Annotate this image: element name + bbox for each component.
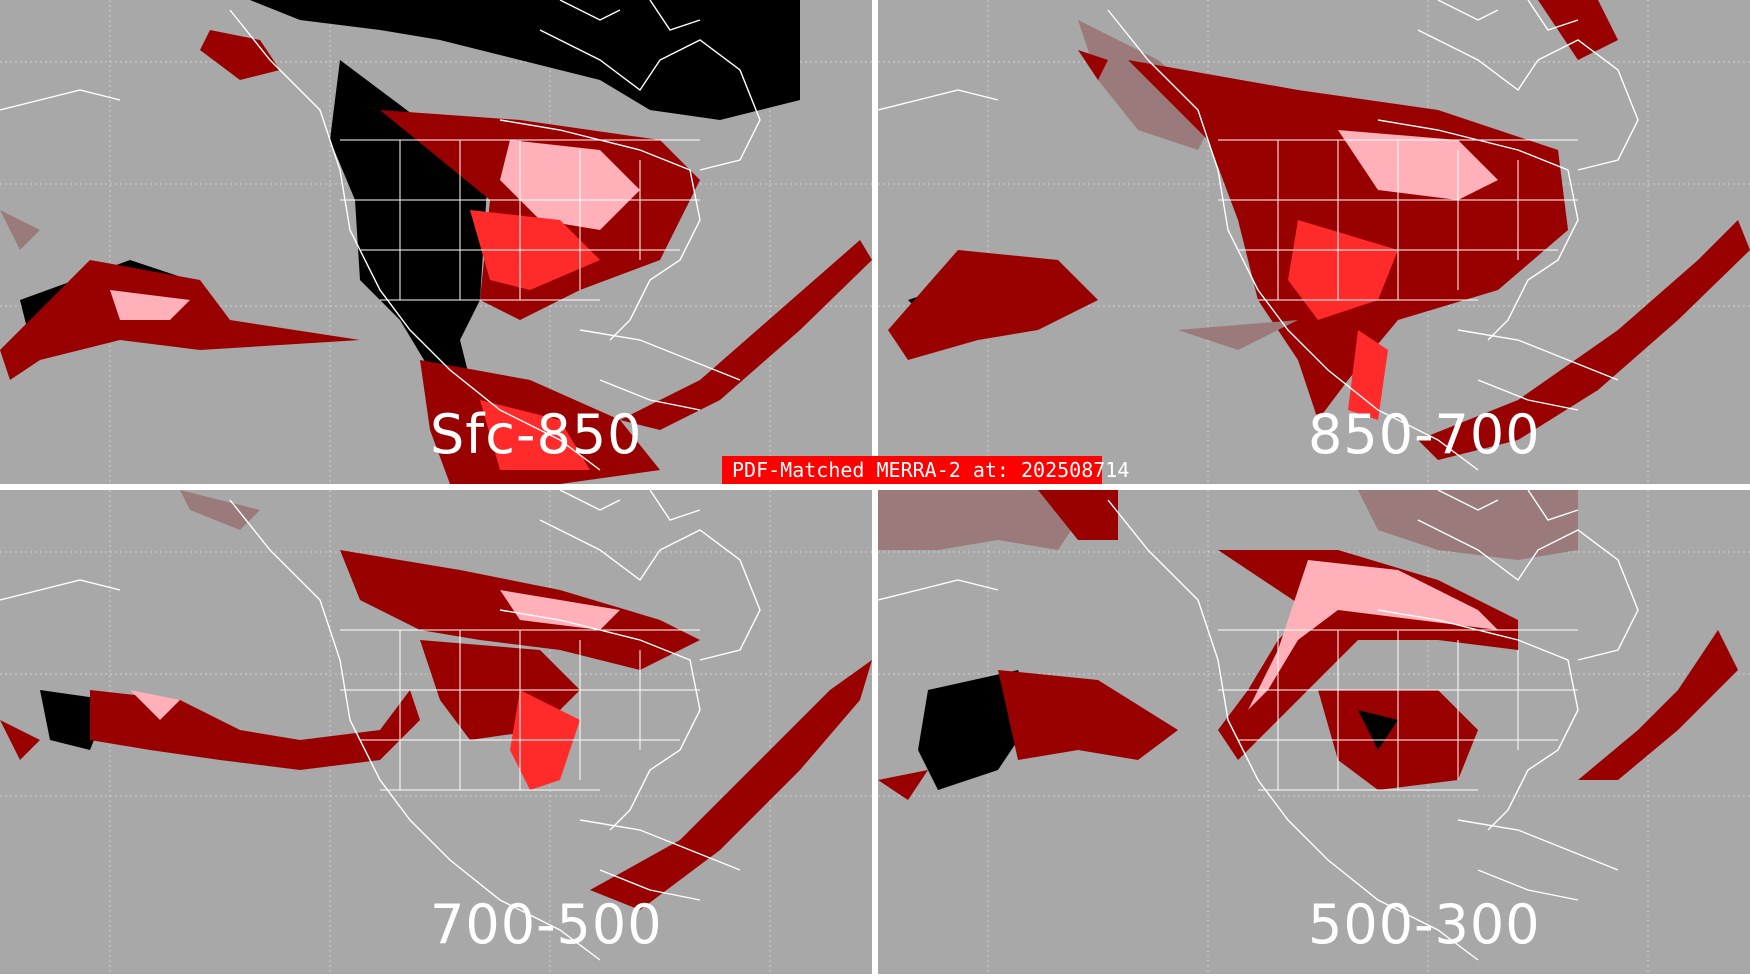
state-borders — [340, 139, 700, 301]
map-panel-850-700: 850-700 — [878, 0, 1750, 484]
layer-label: Sfc-850 — [430, 403, 643, 466]
map-panel-500-300: 500-300 — [878, 490, 1750, 974]
map-panel-sfc-850: Sfc-850 — [0, 0, 872, 484]
state-borders — [1218, 139, 1578, 301]
layer-label: 700-500 — [430, 893, 663, 956]
coastlines — [878, 0, 1639, 471]
map-canvas — [878, 0, 1750, 484]
coastlines — [0, 490, 761, 961]
state-borders — [340, 629, 700, 791]
coastlines — [878, 490, 1639, 961]
map-title: PDF-Matched MERRA-2 at: 202508714 — [732, 458, 1130, 482]
map-canvas — [0, 490, 872, 974]
humidity-fill — [878, 490, 1738, 800]
map-canvas — [0, 0, 872, 484]
map-canvas — [878, 490, 1750, 974]
layer-label: 850-700 — [1308, 403, 1541, 466]
coastlines — [0, 0, 761, 471]
layer-label: 500-300 — [1308, 893, 1541, 956]
title-banner — [722, 456, 1102, 484]
map-panel-700-500: 700-500 — [0, 490, 872, 974]
state-borders — [1218, 629, 1578, 791]
